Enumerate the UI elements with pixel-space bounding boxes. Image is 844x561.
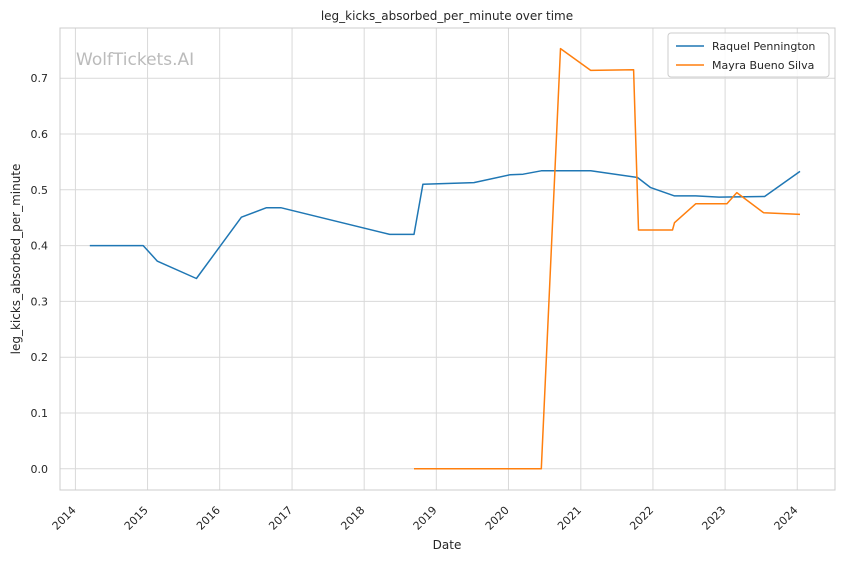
x-tick-label: 2019 (411, 504, 440, 533)
x-tick-label: 2017 (266, 504, 295, 533)
y-axis-label: leg_kicks_absorbed_per_minute (9, 164, 23, 355)
x-axis-label: Date (433, 538, 462, 552)
y-tick-label: 0.1 (31, 407, 49, 420)
legend-box (667, 32, 830, 78)
plot-area (59, 27, 836, 491)
x-tick-label: 2020 (483, 504, 512, 533)
series-line-raquel-pennington (89, 170, 801, 280)
legend: Raquel Pennington Mayra Bueno Silva (667, 32, 830, 78)
x-tick-labels: 2014 2015 2016 2017 2018 2019 2020 2021 2022 2023… (50, 504, 801, 533)
legend-label-mayra-bueno-silva: Mayra Bueno Silva (712, 59, 814, 72)
x-tick-label: 2022 (627, 504, 656, 533)
y-tick-label: 0.4 (31, 240, 49, 253)
y-tick-labels: 0.0 0.1 0.2 0.3 0.4 0.5 0.6 0.7 (31, 72, 49, 476)
y-tick-label: 0.3 (31, 295, 49, 308)
series-lines (89, 47, 801, 470)
watermark: WolfTickets.AI (76, 50, 194, 70)
chart-title: leg_kicks_absorbed_per_minute over time (321, 9, 573, 23)
series-line-mayra-bueno-silva (414, 47, 801, 470)
y-tick-label: 0.6 (31, 128, 49, 141)
x-tick-label: 2016 (194, 504, 223, 533)
y-tick-label: 0.2 (31, 351, 49, 364)
x-tick-label: 2021 (555, 504, 584, 533)
x-tick-label: 2024 (772, 504, 801, 533)
x-tick-label: 2018 (338, 504, 367, 533)
y-tick-label: 0.5 (31, 184, 49, 197)
y-tick-label: 0.7 (31, 72, 49, 85)
grid (60, 28, 835, 490)
x-tick-label: 2023 (699, 504, 728, 533)
x-tick-label: 2015 (122, 504, 151, 533)
legend-label-raquel-pennington: Raquel Pennington (712, 40, 815, 53)
y-tick-label: 0.0 (31, 463, 49, 476)
x-tick-label: 2014 (50, 504, 79, 533)
